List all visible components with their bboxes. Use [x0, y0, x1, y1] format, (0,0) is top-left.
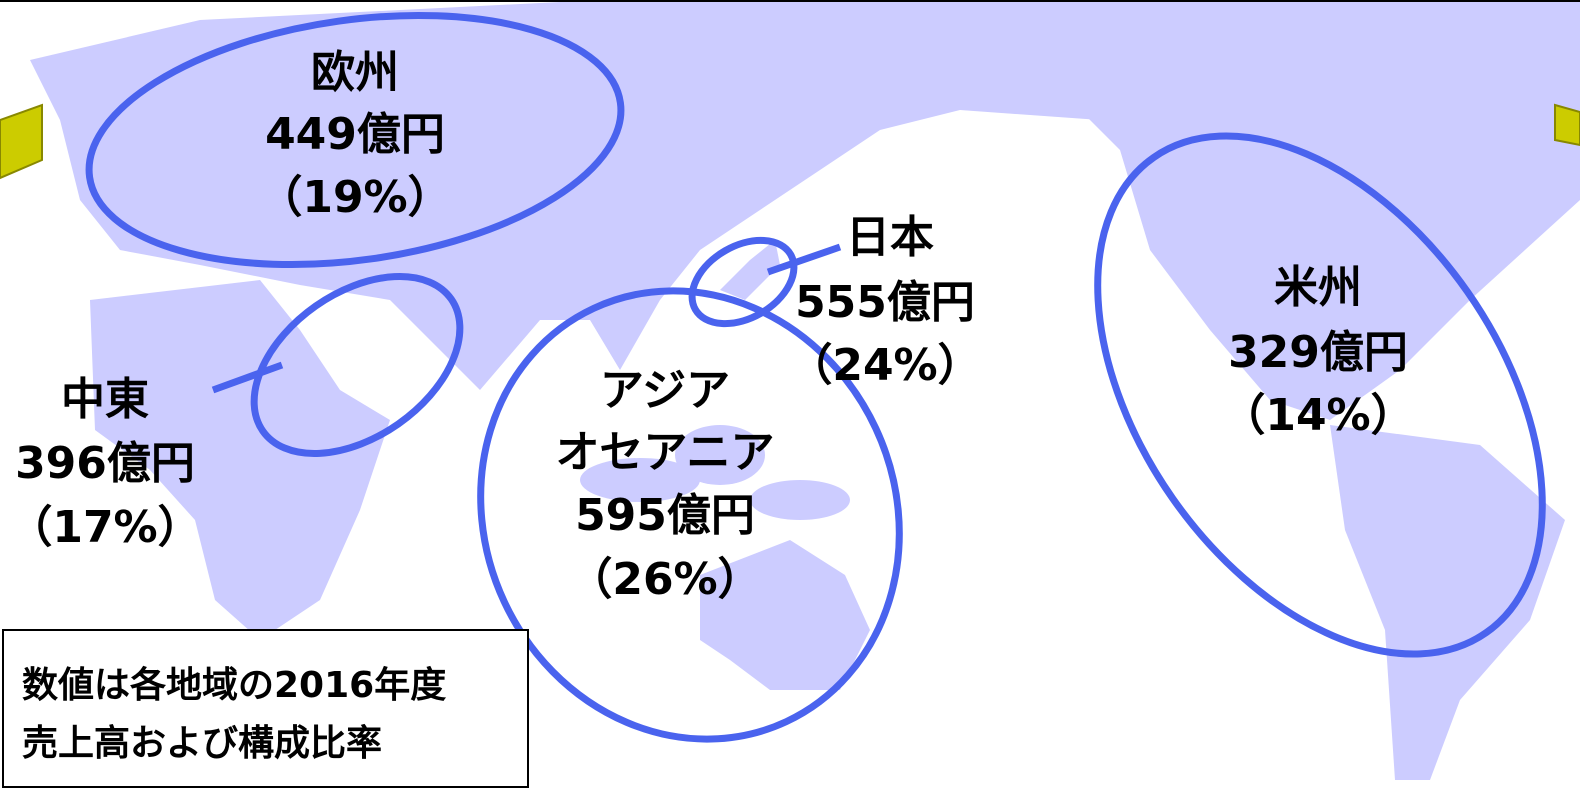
region-amount: 595億円 — [575, 490, 755, 541]
region-outline — [250, 273, 464, 457]
leader-line — [766, 243, 842, 276]
region-amount: 396億円 — [15, 438, 195, 489]
region-name: アジア — [600, 365, 730, 416]
land — [30, 0, 1580, 780]
region-share: （14%） — [1221, 390, 1414, 441]
region-outline — [477, 287, 903, 743]
region-share: （24%） — [788, 340, 981, 391]
note-line: 数値は各地域の2016年度 — [22, 665, 446, 706]
note-line: 売上高および構成比率 — [22, 723, 382, 764]
region-name: 欧州 — [311, 47, 399, 98]
region-name: オセアニア — [555, 427, 774, 478]
region-amount: 555億円 — [795, 277, 975, 328]
region-name: 米州 — [1274, 262, 1362, 313]
region-outline — [1094, 132, 1546, 658]
region-name: 日本 — [846, 212, 934, 263]
region-amount: 449億円 — [265, 109, 445, 160]
region-outline — [85, 11, 625, 269]
arrow-left — [0, 103, 43, 180]
arrow-right — [1554, 103, 1580, 147]
region-share: （26%） — [568, 554, 761, 605]
region-name: 中東 — [61, 374, 149, 425]
region-amount: 329億円 — [1228, 327, 1408, 378]
region-share: （19%） — [258, 172, 451, 223]
leader-line — [211, 361, 284, 394]
note-box — [2, 629, 529, 788]
region-share: （17%） — [8, 502, 201, 553]
